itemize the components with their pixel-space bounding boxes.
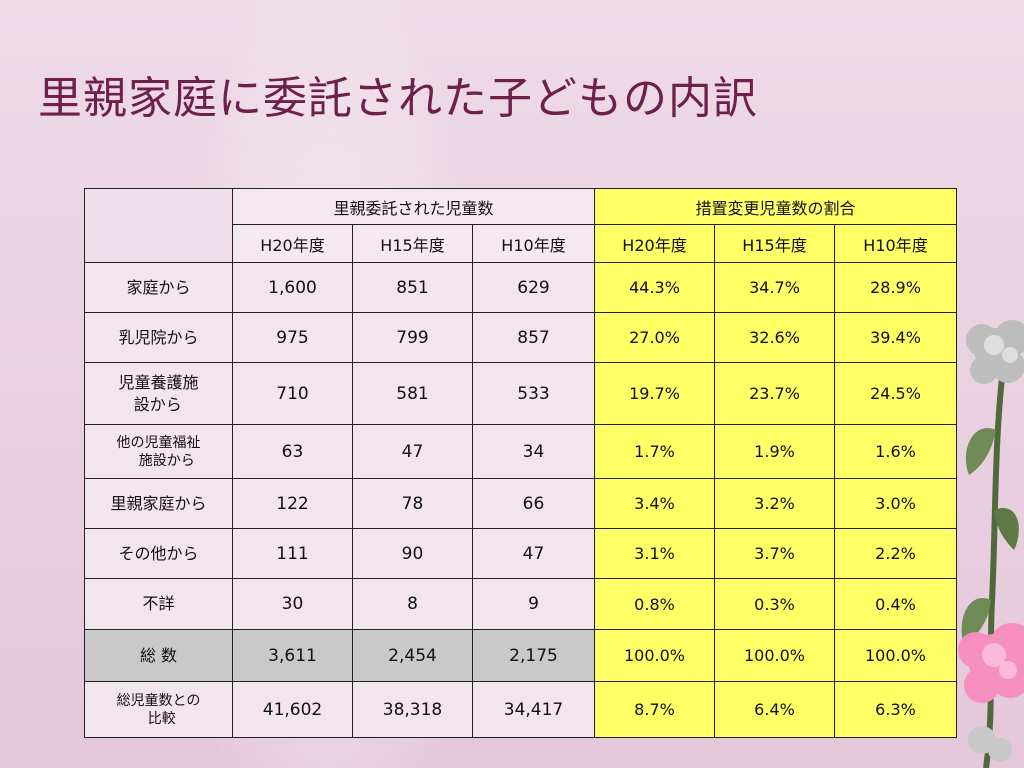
count-cell: 581 xyxy=(352,362,473,425)
table-row: 不詳 30 8 9 0.8% 0.3% 0.4% xyxy=(84,578,957,630)
year-header: H20年度 xyxy=(594,224,715,263)
count-cell: 30 xyxy=(232,578,353,630)
count-cell: 799 xyxy=(352,312,473,363)
ratio-cell: 39.4% xyxy=(834,312,957,363)
row-label: 他の児童福祉 施設から xyxy=(84,424,233,479)
table-row: その他から 111 90 47 3.1% 3.7% 2.2% xyxy=(84,528,957,579)
year-header: H10年度 xyxy=(472,224,595,263)
ratio-cell: 3.4% xyxy=(594,478,715,529)
count-cell: 851 xyxy=(352,262,473,313)
ratios-group-header: 措置変更児童数の割合 xyxy=(594,188,957,225)
count-cell: 38,318 xyxy=(352,681,473,738)
row-label-line: 設から xyxy=(133,394,182,414)
ratio-cell: 0.3% xyxy=(714,578,835,630)
ratio-cell: 34.7% xyxy=(714,262,835,313)
count-cell: 2,454 xyxy=(352,629,473,682)
ratio-cell: 23.7% xyxy=(714,362,835,425)
count-cell: 34 xyxy=(472,424,595,479)
count-cell: 533 xyxy=(472,362,595,425)
count-cell: 63 xyxy=(232,424,353,479)
count-cell: 857 xyxy=(472,312,595,363)
row-label-line: 児童養護施 xyxy=(118,372,199,392)
count-cell: 710 xyxy=(232,362,353,425)
row-label-line: 比較 xyxy=(147,710,176,727)
row-label: その他から xyxy=(84,528,233,579)
table-row: 他の児童福祉 施設から 63 47 34 1.7% 1.9% 1.6% xyxy=(84,424,957,479)
ratio-cell: 3.1% xyxy=(594,528,715,579)
row-label-line: 施設から xyxy=(138,452,195,469)
ratio-cell: 1.9% xyxy=(714,424,835,479)
total-row: 総 数 3,611 2,454 2,175 100.0% 100.0% 100.… xyxy=(84,629,957,682)
group-header-row: 里親委託された児童数 措置変更児童数の割合 xyxy=(84,188,957,263)
count-cell: 8 xyxy=(352,578,473,630)
ratio-cell: 19.7% xyxy=(594,362,715,425)
table-row: 児童養護施 設から 710 581 533 19.7% 23.7% 24.5% xyxy=(84,362,957,425)
table-row: 総児童数との 比較 41,602 38,318 34,417 8.7% 6.4%… xyxy=(84,681,957,738)
ratio-cell: 2.2% xyxy=(834,528,957,579)
table-row: 里親家庭から 122 78 66 3.4% 3.2% 3.0% xyxy=(84,478,957,529)
ratio-cell: 100.0% xyxy=(714,629,835,682)
count-cell: 3,611 xyxy=(232,629,353,682)
row-label: 総 数 xyxy=(84,629,233,682)
table-row: 乳児院から 975 799 857 27.0% 32.6% 39.4% xyxy=(84,312,957,363)
row-label: 家庭から xyxy=(84,262,233,313)
count-cell: 34,417 xyxy=(472,681,595,738)
year-header: H10年度 xyxy=(834,224,957,263)
count-cell: 66 xyxy=(472,478,595,529)
row-label: 児童養護施 設から xyxy=(84,362,233,425)
ratio-cell: 32.6% xyxy=(714,312,835,363)
count-cell: 122 xyxy=(232,478,353,529)
ratio-cell: 6.3% xyxy=(834,681,957,738)
ratio-cell: 8.7% xyxy=(594,681,715,738)
ratio-cell: 3.2% xyxy=(714,478,835,529)
year-header: H15年度 xyxy=(714,224,835,263)
ratio-cell: 100.0% xyxy=(594,629,715,682)
ratio-cell: 0.4% xyxy=(834,578,957,630)
count-cell: 90 xyxy=(352,528,473,579)
ratio-cell: 3.7% xyxy=(714,528,835,579)
ratio-cell: 24.5% xyxy=(834,362,957,425)
ratio-cell: 44.3% xyxy=(594,262,715,313)
slide-title: 里親家庭に委託された子どもの内訳 xyxy=(38,73,758,124)
carnation-flower-icon xyxy=(958,320,1024,768)
ratio-cell: 6.4% xyxy=(714,681,835,738)
count-cell: 1,600 xyxy=(232,262,353,313)
table-row: 家庭から 1,600 851 629 44.3% 34.7% 28.9% xyxy=(84,262,957,313)
count-cell: 111 xyxy=(232,528,353,579)
row-label-line: 他の児童福祉 xyxy=(116,434,201,451)
count-cell: 47 xyxy=(352,424,473,479)
count-cell: 2,175 xyxy=(472,629,595,682)
count-cell: 629 xyxy=(472,262,595,313)
ratio-cell: 27.0% xyxy=(594,312,715,363)
row-label: 総児童数との 比較 xyxy=(84,681,233,738)
count-cell: 41,602 xyxy=(232,681,353,738)
row-label: 里親家庭から xyxy=(84,478,233,529)
count-cell: 975 xyxy=(232,312,353,363)
placement-breakdown-table: 里親委託された児童数 措置変更児童数の割合 H20年度 H15年度 H10年度 … xyxy=(84,188,957,738)
corner-cell xyxy=(84,188,233,263)
row-label: 乳児院から xyxy=(84,312,233,363)
year-header: H15年度 xyxy=(352,224,473,263)
row-label: 不詳 xyxy=(84,578,233,630)
count-cell: 9 xyxy=(472,578,595,630)
ratio-cell: 1.7% xyxy=(594,424,715,479)
row-label-line: 総児童数との xyxy=(116,692,201,709)
count-cell: 78 xyxy=(352,478,473,529)
ratio-cell: 28.9% xyxy=(834,262,957,313)
counts-group-header: 里親委託された児童数 xyxy=(232,188,595,225)
year-header: H20年度 xyxy=(232,224,353,263)
count-cell: 47 xyxy=(472,528,595,579)
ratio-cell: 1.6% xyxy=(834,424,957,479)
ratio-cell: 3.0% xyxy=(834,478,957,529)
ratio-cell: 0.8% xyxy=(594,578,715,630)
ratio-cell: 100.0% xyxy=(834,629,957,682)
